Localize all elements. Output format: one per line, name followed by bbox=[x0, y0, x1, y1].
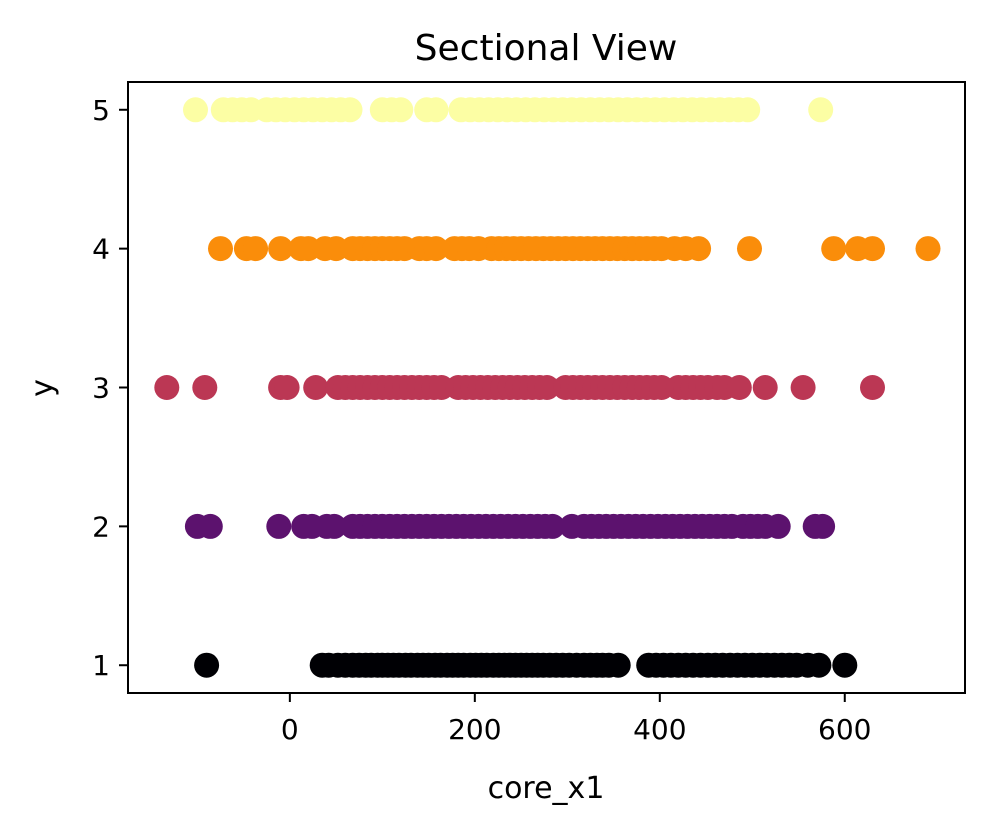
scatter-point bbox=[605, 652, 631, 678]
scatter-point bbox=[810, 513, 836, 539]
points-layer bbox=[154, 97, 941, 678]
y-tick-label: 2 bbox=[92, 510, 110, 543]
scatter-point bbox=[321, 513, 347, 539]
scatter-point bbox=[183, 97, 208, 123]
scatter-point bbox=[266, 513, 292, 539]
y-axis-label: y bbox=[25, 379, 60, 397]
scatter-point bbox=[154, 375, 180, 400]
x-tick-label: 200 bbox=[448, 713, 501, 746]
scatter-point bbox=[243, 236, 269, 262]
scatter-point bbox=[208, 236, 233, 262]
y-tick-label: 1 bbox=[92, 649, 110, 682]
chart-title: Sectional View bbox=[415, 28, 678, 69]
x-axis: 0 200 400 600 bbox=[281, 693, 871, 746]
scatter-point bbox=[860, 236, 885, 262]
scatter-point bbox=[737, 236, 762, 262]
scatter-point bbox=[686, 236, 712, 262]
y-tick-label: 4 bbox=[92, 233, 110, 266]
scatter-point bbox=[534, 375, 560, 400]
scatter-point bbox=[268, 236, 294, 262]
scatter-point bbox=[790, 375, 816, 400]
scatter-point bbox=[274, 375, 300, 400]
y-tick-label: 5 bbox=[92, 94, 110, 127]
scatter-point bbox=[423, 236, 449, 262]
y-axis: 1 2 3 4 5 bbox=[92, 94, 128, 682]
scatter-point bbox=[726, 375, 752, 400]
scatter-point bbox=[860, 375, 885, 400]
scatter-point bbox=[832, 652, 858, 678]
scatter-point bbox=[752, 375, 778, 400]
x-axis-label: core_x1 bbox=[488, 771, 605, 806]
x-tick-label: 0 bbox=[281, 713, 299, 746]
scatter-point bbox=[388, 97, 414, 123]
scatter-point bbox=[915, 236, 941, 262]
scatter-point bbox=[765, 513, 791, 539]
scatter-point bbox=[806, 652, 832, 678]
x-tick-label: 400 bbox=[633, 713, 686, 746]
scatter-point bbox=[194, 652, 220, 678]
scatter-point bbox=[192, 375, 218, 400]
scatter-point bbox=[337, 97, 363, 123]
x-tick-label: 600 bbox=[818, 713, 871, 746]
scatter-point bbox=[821, 236, 847, 262]
scatter-point bbox=[197, 513, 223, 539]
scatter-point bbox=[540, 513, 565, 539]
scatter-point bbox=[808, 97, 834, 123]
y-tick-label: 3 bbox=[92, 372, 110, 405]
scatter-point bbox=[423, 97, 449, 123]
scatter-point bbox=[735, 97, 761, 123]
scatter-point bbox=[303, 375, 329, 400]
